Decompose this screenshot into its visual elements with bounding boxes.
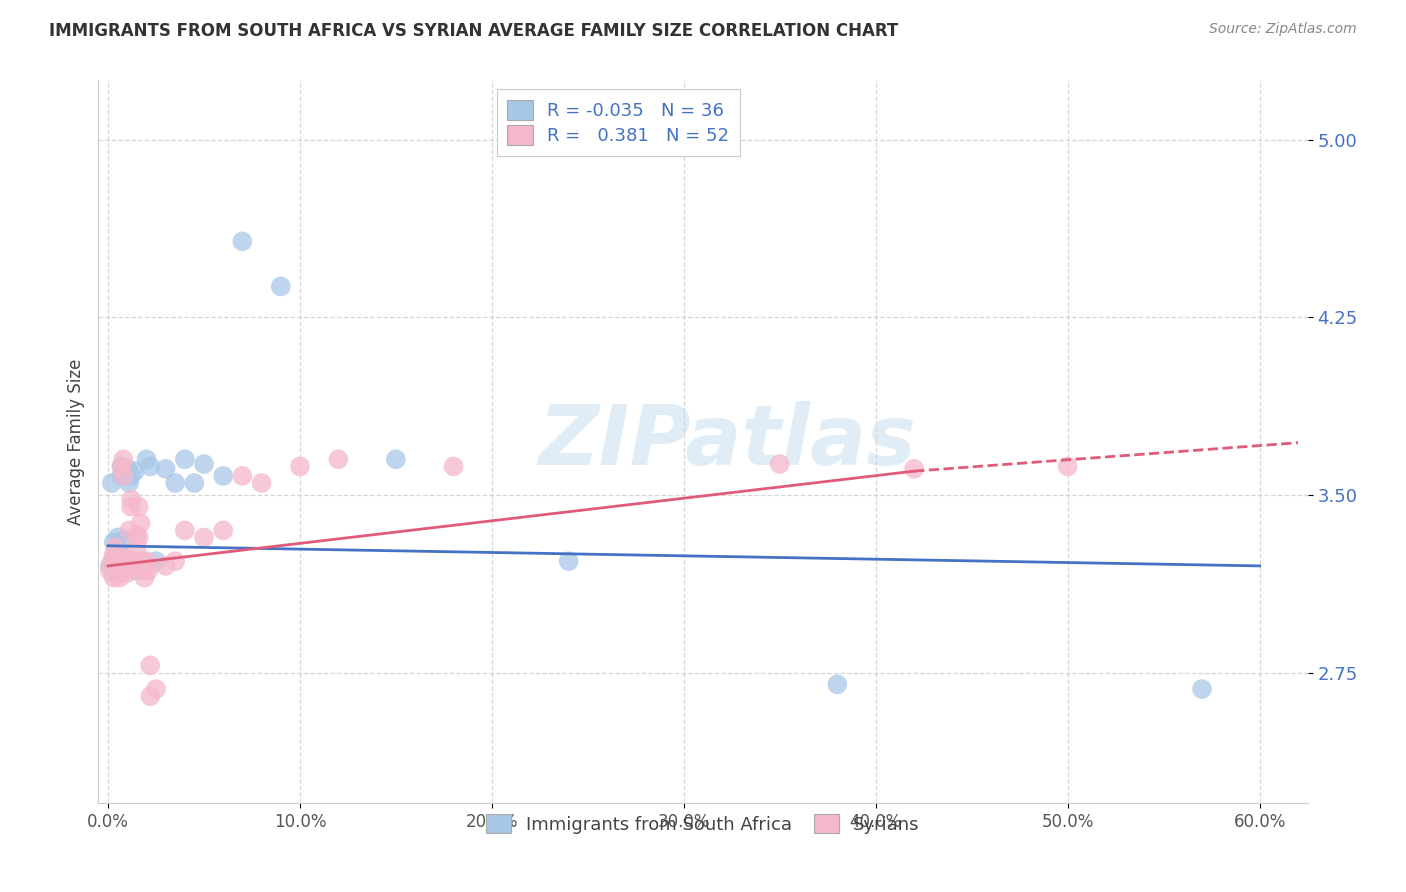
Point [231, 235, 253, 249]
Point [183, 475, 205, 490]
Point [118, 475, 141, 490]
Point [231, 469, 253, 483]
Point [288, 459, 311, 474]
Point [1056, 459, 1078, 474]
Point [101, 554, 124, 568]
Point [107, 566, 129, 580]
Point [135, 554, 157, 568]
Point [557, 554, 579, 568]
Y-axis label: Average Family Size: Average Family Size [66, 359, 84, 524]
Point [122, 557, 145, 571]
Point [193, 457, 215, 471]
Legend: Immigrants from South Africa, Syrians: Immigrants from South Africa, Syrians [475, 803, 931, 845]
Point [134, 571, 156, 585]
Point [128, 531, 150, 545]
Point [769, 457, 792, 471]
Point [122, 554, 145, 568]
Point [115, 462, 138, 476]
Point [114, 557, 136, 571]
Point [120, 492, 142, 507]
Point [108, 557, 131, 571]
Point [104, 540, 127, 554]
Point [110, 564, 132, 578]
Point [115, 566, 138, 580]
Point [114, 561, 136, 575]
Point [103, 535, 125, 549]
Point [110, 459, 132, 474]
Point [125, 540, 148, 554]
Point [108, 547, 131, 561]
Point [139, 658, 162, 673]
Point [110, 459, 132, 474]
Point [135, 561, 157, 575]
Point [250, 475, 273, 490]
Point [122, 558, 145, 573]
Point [98, 558, 121, 573]
Point [129, 516, 152, 531]
Point [112, 533, 135, 547]
Text: Source: ZipAtlas.com: Source: ZipAtlas.com [1209, 22, 1357, 37]
Point [110, 469, 132, 483]
Point [118, 524, 141, 538]
Text: IMMIGRANTS FROM SOUTH AFRICA VS SYRIAN AVERAGE FAMILY SIZE CORRELATION CHART: IMMIGRANTS FROM SOUTH AFRICA VS SYRIAN A… [49, 22, 898, 40]
Point [114, 561, 136, 575]
Point [108, 564, 131, 578]
Point [903, 462, 925, 476]
Point [124, 561, 146, 575]
Point [328, 452, 350, 467]
Point [104, 554, 127, 568]
Point [104, 561, 127, 575]
Point [212, 469, 235, 483]
Point [136, 564, 159, 578]
Point [115, 551, 138, 566]
Point [107, 554, 129, 568]
Point [103, 547, 125, 561]
Point [112, 469, 135, 483]
Point [827, 677, 849, 691]
Point [1191, 682, 1213, 697]
Point [98, 564, 121, 578]
Point [193, 531, 215, 545]
Text: ZIPatlas: ZIPatlas [538, 401, 917, 482]
Point [139, 689, 162, 703]
Point [101, 558, 124, 573]
Point [104, 540, 127, 554]
Point [212, 524, 235, 538]
Point [120, 500, 142, 514]
Point [443, 459, 465, 474]
Point [165, 554, 187, 568]
Point [101, 475, 124, 490]
Point [128, 500, 150, 514]
Point [131, 554, 153, 568]
Point [385, 452, 408, 467]
Point [165, 475, 187, 490]
Point [155, 462, 177, 476]
Point [139, 459, 162, 474]
Point [112, 554, 135, 568]
Point [145, 554, 167, 568]
Point [124, 464, 146, 478]
Point [173, 452, 195, 467]
Point [103, 551, 125, 566]
Point [125, 528, 148, 542]
Point [103, 571, 125, 585]
Point [135, 452, 157, 467]
Point [173, 524, 195, 538]
Point [112, 452, 135, 467]
Point [107, 531, 129, 545]
Point [120, 469, 142, 483]
Point [270, 279, 292, 293]
Point [108, 571, 131, 585]
Point [155, 558, 177, 573]
Point [131, 564, 153, 578]
Point [145, 682, 167, 697]
Point [125, 564, 148, 578]
Point [107, 561, 129, 575]
